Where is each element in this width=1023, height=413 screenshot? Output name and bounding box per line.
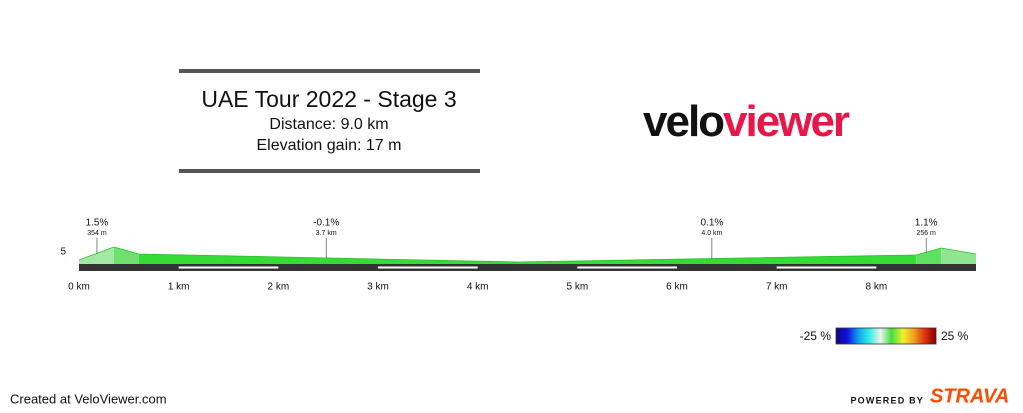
strava-logo: STRAVA [930,385,1009,407]
profile-line [78,246,977,263]
y-tick-label: 5 [60,247,66,258]
segment-length: 354 m [87,230,107,237]
credit: Created at VeloViewer.com [10,391,167,406]
subtitle: Elevation gain: 17 m [257,137,402,154]
x-tick-label: 8 km [865,282,887,293]
subtitle: Distance: 9.0 km [269,116,388,133]
x-tick-label: 4 km [467,282,489,293]
segment-grade: 1.1% [915,218,938,229]
segment-length: 256 m [916,230,936,237]
area-segment [916,248,942,264]
x-tick-label: 3 km [367,282,389,293]
segment-grade: 0.1% [700,218,723,229]
x-tick-label: 6 km [666,282,688,293]
area-segment [113,247,139,264]
x-tick-label: 1 km [168,282,190,293]
area-segment [79,247,114,264]
logo-part: viewer [723,97,850,146]
colorbar [835,327,937,345]
area-segment [941,248,976,264]
segment-length: 3.7 km [316,230,337,237]
x-tick-label: 5 km [566,282,588,293]
logo: veloviewer [643,97,850,146]
colorbar-label: 25 % [941,329,969,343]
segment-length: 4.0 km [701,230,722,237]
x-tick-label: 7 km [766,282,788,293]
powered-by: POWERED BY [850,395,924,405]
segment-grade: 1.5% [86,218,109,229]
x-tick-label: 2 km [267,282,289,293]
area-segment [138,254,518,264]
area-segment [517,255,917,264]
x-tick-label: 0 km [68,282,90,293]
colorbar-label: -25 % [800,329,832,343]
base-bar [79,264,976,271]
segment-grade: -0.1% [313,218,339,229]
chart-title: UAE Tour 2022 - Stage 3 [201,86,456,112]
logo-part: velo [643,97,724,146]
